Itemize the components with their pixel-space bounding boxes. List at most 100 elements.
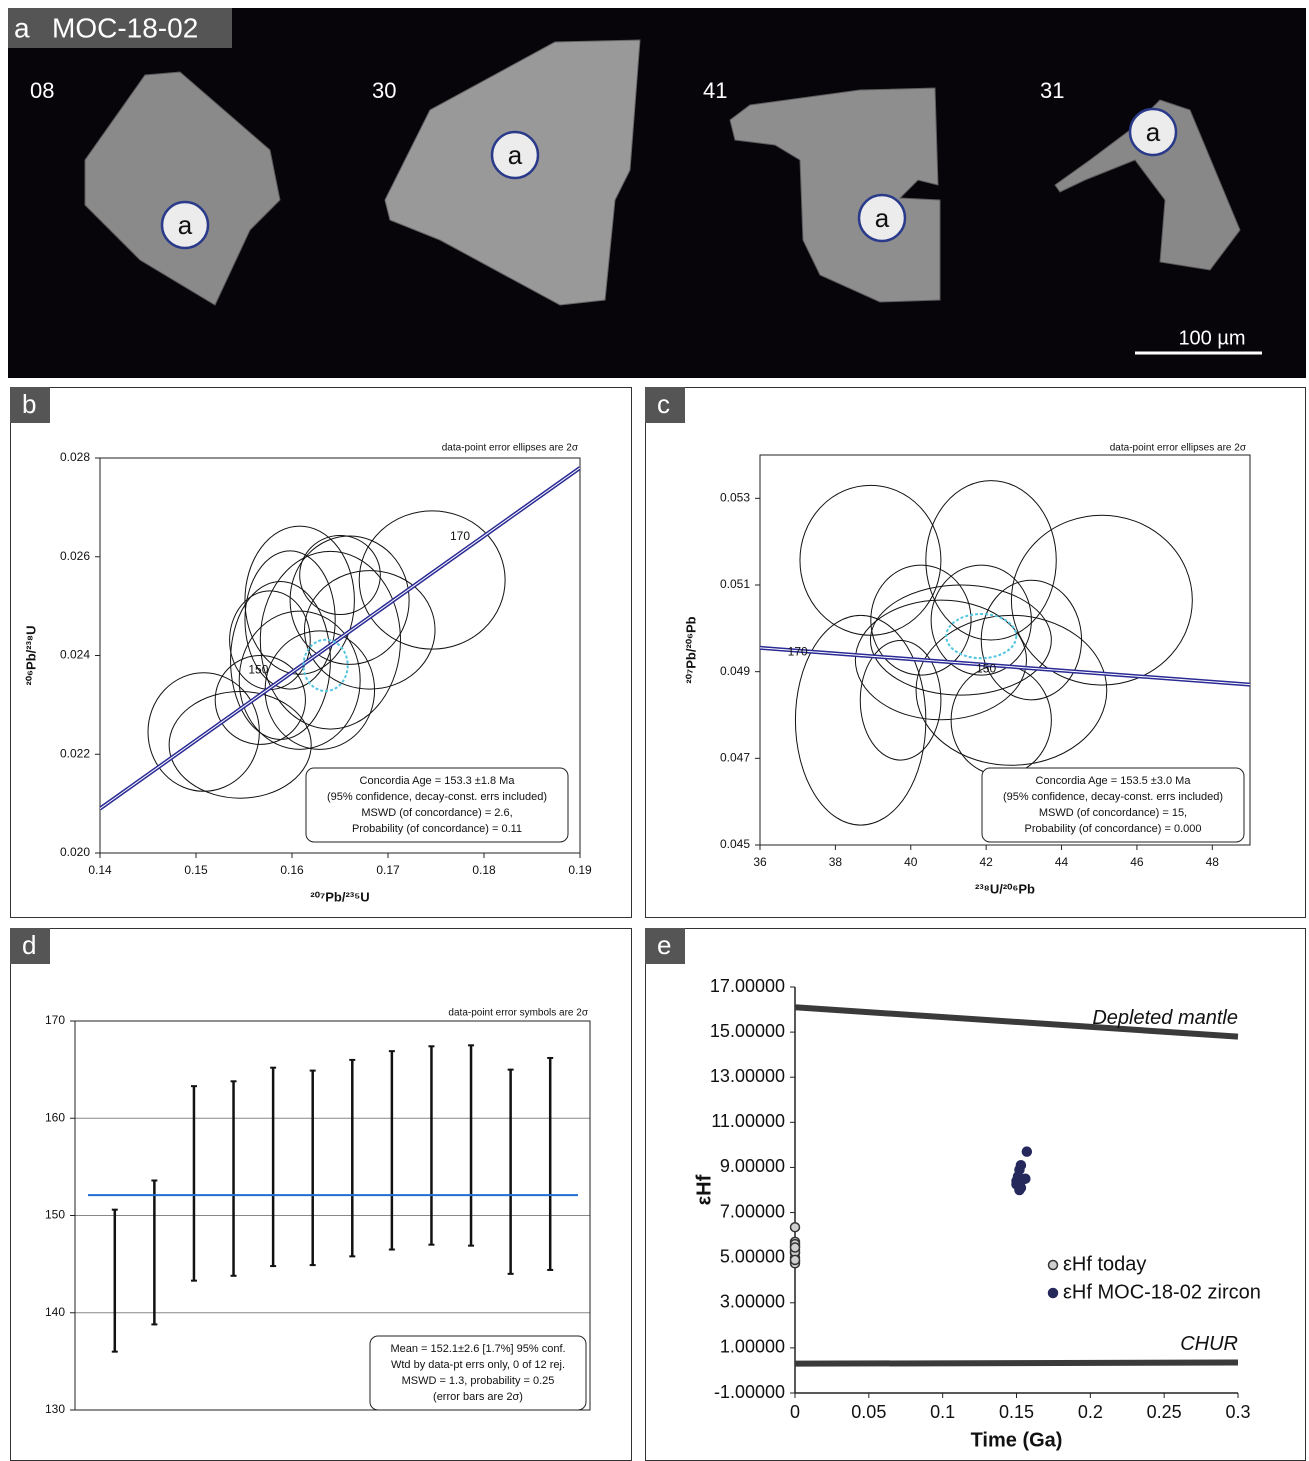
result-box xyxy=(369,1335,587,1411)
note: data-point error ellipses are 2σ xyxy=(442,443,579,454)
x-tick-label: 42 xyxy=(979,855,993,869)
x-tick-label: 0.19 xyxy=(568,863,592,877)
result-box xyxy=(981,767,1245,843)
y-tick-label: 0.028 xyxy=(60,450,90,464)
panel-frame xyxy=(10,387,632,918)
plot-frame xyxy=(759,454,1251,846)
panel-tag xyxy=(645,928,685,964)
error-ellipse xyxy=(238,610,361,750)
result-text: Concordia Age = 153.3 ±1.8 Ma xyxy=(360,775,516,787)
error-ellipse xyxy=(794,614,927,826)
y-tick-label: 0.053 xyxy=(720,491,750,505)
panel-tag xyxy=(10,387,50,423)
legend-marker xyxy=(1047,1287,1059,1299)
result-text: (error bars are 2σ) xyxy=(433,1391,523,1403)
spot xyxy=(490,130,540,180)
panel-label: b xyxy=(22,389,36,419)
y-tick-label: 3.00000 xyxy=(720,1292,785,1312)
age-ellipse xyxy=(302,638,349,693)
error-ellipse xyxy=(303,570,436,690)
result-text: Probability (of concordance) = 0.000 xyxy=(1024,823,1201,835)
scale-bar-label: 100 µm xyxy=(1178,327,1245,349)
error-ellipse xyxy=(289,535,410,665)
legend-marker xyxy=(1047,1259,1059,1271)
panel-tag xyxy=(8,8,232,48)
error-ellipse xyxy=(950,664,1052,776)
y-tick-label: 13.00000 xyxy=(710,1066,785,1086)
point xyxy=(789,1221,801,1233)
result-text: MSWD (of concordance) = 15, xyxy=(1039,807,1187,819)
grain xyxy=(84,71,281,306)
grain xyxy=(729,87,941,303)
error-ellipse xyxy=(244,550,336,690)
grain-label: 31 xyxy=(1040,78,1064,103)
error-ellipse xyxy=(358,510,506,650)
x-tick-label: 48 xyxy=(1206,855,1220,869)
error-ellipse xyxy=(799,484,942,636)
point xyxy=(1011,1179,1022,1190)
y-tick-label: 0.020 xyxy=(60,845,90,859)
legend-label: εHf today xyxy=(1063,1253,1146,1275)
spot xyxy=(160,200,210,250)
x-tick-label: 0.25 xyxy=(1147,1402,1182,1422)
spot xyxy=(857,193,907,243)
plot-frame xyxy=(74,1020,591,1411)
error-ellipse xyxy=(980,579,1083,701)
panel-label: e xyxy=(657,930,671,960)
y-tick-label: 0.045 xyxy=(720,837,750,851)
x-tick-label: 0.16 xyxy=(280,863,304,877)
grain-label: 30 xyxy=(372,78,396,103)
result-text: (95% confidence, decay-const. errs inclu… xyxy=(327,791,547,803)
result-text: (95% confidence, decay-const. errs inclu… xyxy=(1003,791,1223,803)
x-tick-label: 0 xyxy=(790,1402,800,1422)
x-tick-label: 0.15 xyxy=(999,1402,1034,1422)
x-tick-label: 0.15 xyxy=(184,863,208,877)
x-axis-label: ²⁰⁷Pb/²³⁵U xyxy=(310,889,369,904)
x-axis-label: Time (Ga) xyxy=(971,1429,1063,1451)
error-ellipse xyxy=(925,480,1057,641)
grain-label: 08 xyxy=(30,78,54,103)
x-tick-label: 0.17 xyxy=(376,863,400,877)
age-label: 170 xyxy=(450,529,470,543)
spot xyxy=(1128,107,1178,157)
x-tick-label: 38 xyxy=(829,855,843,869)
error-ellipse xyxy=(915,614,1108,766)
y-tick-label: 0.051 xyxy=(720,577,750,591)
error-ellipse xyxy=(1010,514,1193,686)
error-ellipse xyxy=(264,630,376,750)
error-ellipse xyxy=(859,639,942,761)
age-label: 170 xyxy=(788,644,808,658)
panel-tag xyxy=(645,387,685,423)
y-tick-label: 0.026 xyxy=(60,549,90,563)
x-tick-label: 0.2 xyxy=(1078,1402,1103,1422)
y-tick-label: 11.00000 xyxy=(711,1111,785,1131)
y-tick-label: 170 xyxy=(45,1013,65,1027)
x-tick-label: 44 xyxy=(1055,855,1069,869)
grain-label: 41 xyxy=(703,78,727,103)
result-text: Concordia Age = 153.5 ±3.0 Ma xyxy=(1036,775,1192,787)
result-box xyxy=(305,767,569,843)
spot-label: a xyxy=(508,140,523,170)
error-ellipse xyxy=(147,672,260,792)
point xyxy=(789,1242,801,1253)
reference-line xyxy=(794,1004,1239,1040)
y-tick-label: 5.00000 xyxy=(720,1246,785,1266)
panel-label: c xyxy=(657,389,670,419)
concordia-core xyxy=(100,467,580,809)
y-tick-label: 9.00000 xyxy=(720,1156,785,1176)
x-tick-label: 0.3 xyxy=(1225,1402,1250,1422)
error-ellipse xyxy=(229,590,311,691)
x-tick-label: 0.1 xyxy=(930,1402,955,1422)
age-label: 150 xyxy=(976,662,996,676)
panel-label: d xyxy=(22,930,36,960)
line-label: CHUR xyxy=(1180,1333,1238,1355)
y-tick-label: 7.00000 xyxy=(720,1201,785,1221)
panel-tag xyxy=(10,928,50,964)
x-tick-label: 46 xyxy=(1130,855,1144,869)
x-tick-label: 0.18 xyxy=(472,863,496,877)
x-tick-label: 40 xyxy=(904,855,918,869)
age-label: 150 xyxy=(248,662,268,676)
y-tick-label: 17.00000 xyxy=(710,976,785,996)
spot-label: a xyxy=(1146,117,1161,147)
